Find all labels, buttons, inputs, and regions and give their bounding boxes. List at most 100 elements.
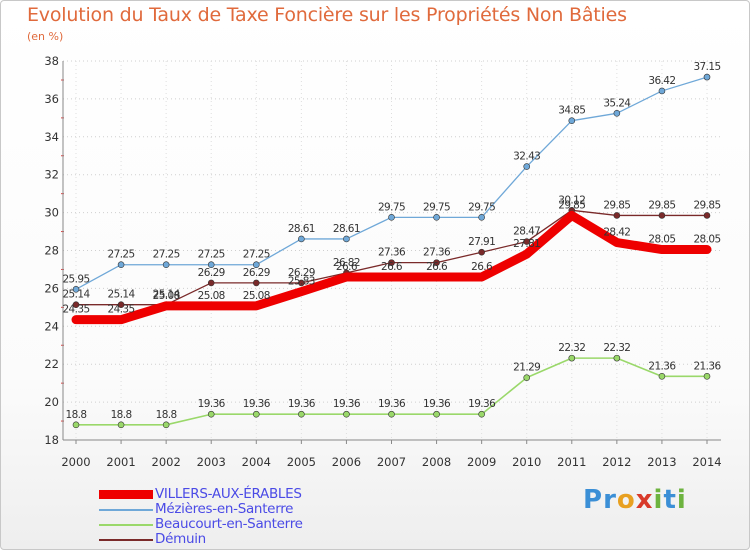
data-label: 28.47 — [513, 226, 540, 238]
x-tick-label: 2010 — [512, 455, 541, 469]
data-label: 25.14 — [108, 289, 136, 301]
data-point — [117, 261, 125, 269]
y-tick-label: 30 — [44, 206, 59, 220]
data-label: 27.25 — [153, 249, 180, 261]
data-point — [207, 279, 215, 287]
x-tick-label: 2013 — [647, 455, 676, 469]
data-label: 18.8 — [156, 409, 177, 421]
data-point — [433, 214, 440, 221]
data-point — [117, 421, 125, 429]
x-tick-label: 2012 — [602, 455, 631, 469]
legend-label: Mézières-en-Santerre — [155, 501, 294, 517]
data-label: 26.82 — [333, 257, 360, 269]
series-line — [71, 210, 712, 325]
y-tick-label: 18 — [44, 433, 59, 447]
data-point — [72, 301, 80, 308]
data-label: 18.8 — [111, 409, 132, 421]
data-label: 26.29 — [198, 267, 225, 279]
data-label: 19.36 — [243, 398, 271, 410]
proxiti-logo: Proxiti — [583, 485, 687, 515]
x-tick-label: 2005 — [287, 455, 316, 469]
x-tick-label: 2011 — [557, 455, 586, 469]
data-label: 35.24 — [603, 97, 631, 109]
data-point — [207, 410, 215, 418]
logo-letter: i — [676, 485, 687, 515]
data-label: 29.85 — [648, 199, 675, 211]
data-label: 26.6 — [336, 261, 358, 273]
data-point — [523, 163, 531, 170]
data-label: 25.08 — [153, 290, 180, 302]
data-label: 37.15 — [693, 61, 720, 73]
x-tick-label: 2014 — [692, 455, 721, 469]
x-tick-label: 2009 — [467, 455, 496, 469]
data-point — [207, 261, 215, 269]
logo-letter: P — [583, 485, 604, 515]
data-label: 28.05 — [648, 234, 675, 246]
data-label: 22.32 — [603, 342, 630, 354]
data-label: 18.8 — [66, 409, 87, 421]
data-label: 24.35 — [62, 304, 89, 316]
data-label: 27.36 — [378, 247, 406, 259]
legend-swatch — [99, 524, 153, 526]
data-label: 26.6 — [426, 261, 448, 273]
data-label: 27.25 — [198, 249, 225, 261]
data-label: 29.75 — [468, 201, 495, 213]
data-point — [568, 117, 576, 124]
data-point — [478, 248, 485, 256]
data-label: 28.61 — [333, 223, 360, 235]
data-label: 26.29 — [288, 267, 315, 279]
data-label: 27.81 — [513, 238, 540, 250]
y-tick-label: 26 — [44, 281, 59, 295]
data-label: 19.36 — [288, 398, 316, 410]
data-label: 27.91 — [468, 236, 495, 248]
data-point — [658, 212, 666, 219]
data-point — [252, 410, 260, 418]
y-tick-label: 20 — [44, 395, 59, 409]
y-tick-label: 32 — [44, 168, 59, 182]
legend-swatch — [99, 490, 153, 499]
data-label: 26.29 — [243, 267, 270, 279]
logo-letter: t — [663, 485, 677, 515]
data-point — [117, 301, 125, 308]
y-tick-label: 24 — [44, 319, 59, 333]
data-label: 25.95 — [62, 273, 89, 285]
data-point — [72, 421, 80, 429]
data-point — [433, 259, 440, 266]
data-label: 28.05 — [693, 234, 720, 246]
data-point — [658, 373, 666, 380]
data-point — [703, 373, 711, 380]
logo-letter: i — [653, 485, 664, 515]
data-point — [162, 261, 170, 269]
data-label: 28.42 — [603, 227, 630, 239]
y-tick-label: 36 — [44, 92, 59, 106]
legend-swatch — [99, 509, 153, 511]
data-label: 36.42 — [648, 75, 675, 87]
data-label: 19.36 — [378, 398, 406, 410]
data-label: 25.14 — [153, 289, 181, 301]
data-label: 21.36 — [648, 360, 676, 372]
data-point — [523, 374, 531, 381]
data-label: 19.36 — [423, 398, 451, 410]
chart-unit-label: (en %) — [27, 30, 64, 43]
data-point — [72, 286, 80, 293]
logo-letter: x — [635, 485, 654, 515]
data-point — [703, 73, 711, 81]
data-label: 25.08 — [198, 290, 225, 302]
data-label: 21.29 — [513, 362, 540, 374]
data-point — [523, 238, 531, 245]
y-tick-label: 28 — [44, 244, 59, 258]
data-point — [298, 279, 305, 287]
x-tick-label: 2006 — [332, 455, 361, 469]
data-point — [613, 110, 621, 117]
data-point — [388, 214, 395, 221]
data-label: 27.25 — [108, 249, 135, 261]
data-point — [433, 410, 440, 418]
data-label: 19.36 — [198, 398, 226, 410]
data-label: 32.43 — [513, 151, 540, 163]
data-point — [388, 259, 395, 266]
data-point — [343, 410, 350, 418]
data-point — [478, 410, 485, 418]
y-tick-label: 38 — [44, 54, 59, 68]
